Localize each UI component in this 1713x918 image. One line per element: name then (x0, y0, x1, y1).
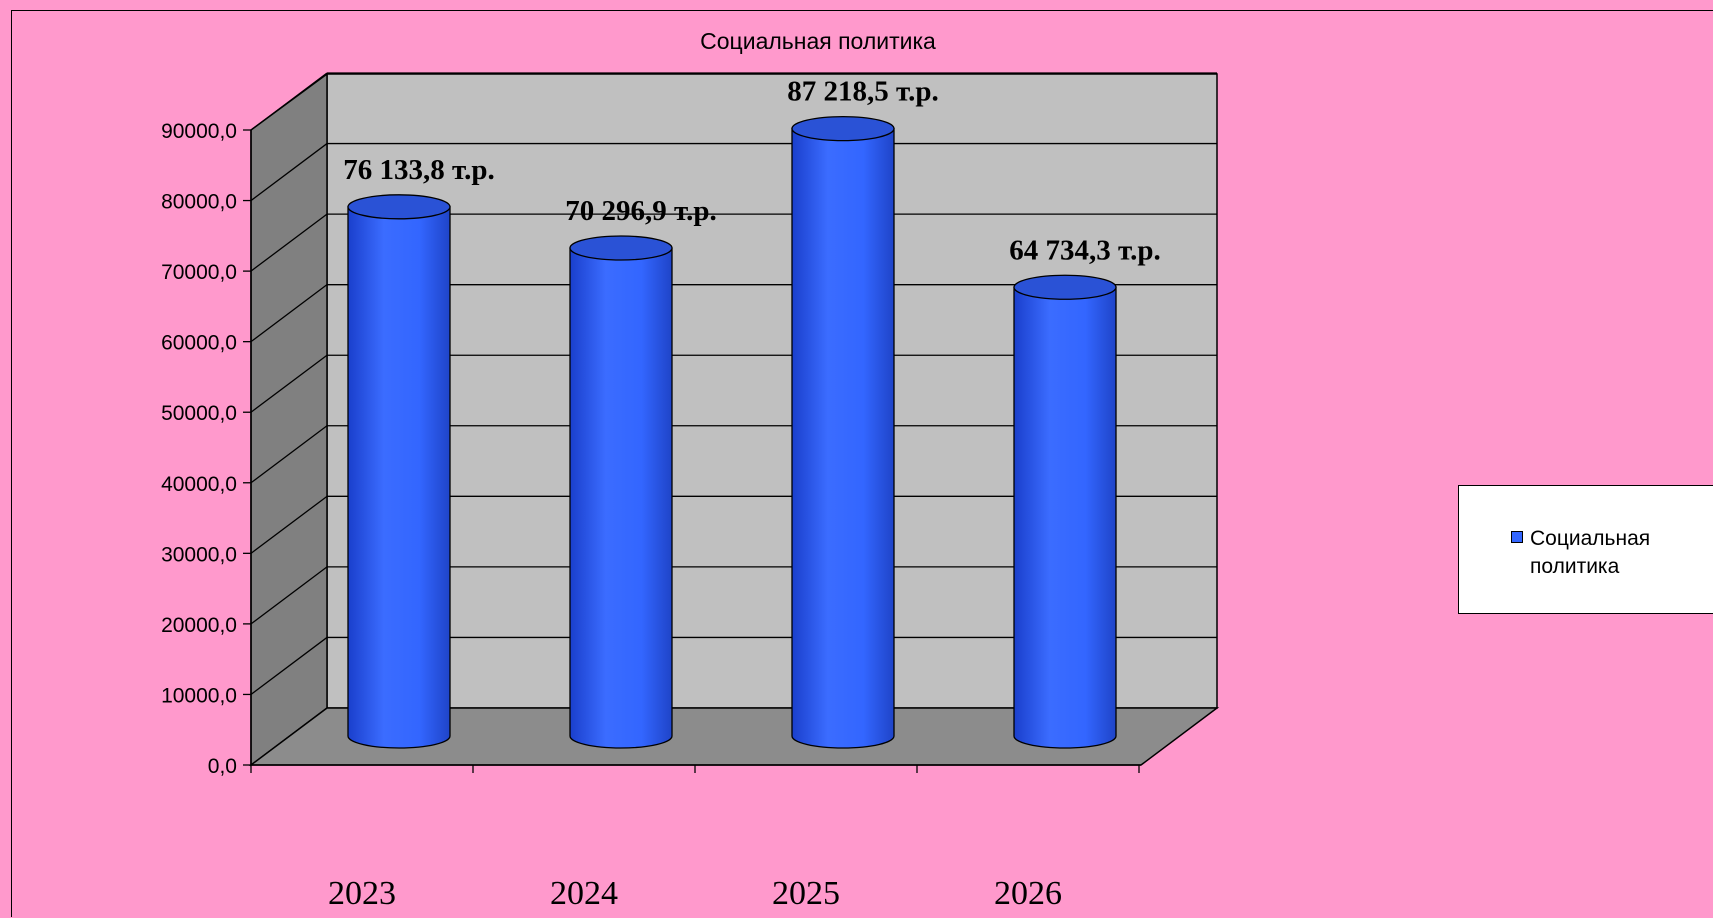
bar-body (569, 247, 673, 749)
gridline-side (250, 495, 328, 554)
gridline-side (250, 143, 328, 202)
y-tick-label: 80000,0 (161, 191, 237, 214)
x-tick-label: 2024 (550, 875, 618, 912)
data-label: 70 296,9 т.р. (565, 195, 716, 227)
bar-top (1013, 274, 1117, 300)
gridline-side (250, 636, 328, 695)
bar-body (1013, 286, 1117, 749)
chart-area: 0,0 10000,0 20000,0 30000,0 40000,0 50000,0 60… (11, 10, 1713, 917)
bar-top (347, 194, 451, 220)
chart-title: Социальная политика (700, 28, 936, 54)
side-wall (250, 72, 328, 767)
legend-swatch (1511, 531, 1523, 543)
y-tick-label: 10000,0 (161, 684, 237, 707)
y-tick-label: 50000,0 (161, 402, 237, 425)
y-tick-label: 70000,0 (161, 261, 237, 284)
bar-2026 (1013, 274, 1117, 749)
data-label: 87 218,5 т.р. (787, 76, 938, 108)
bar-2024 (569, 235, 673, 749)
x-tick-label: 2025 (772, 875, 840, 912)
data-label: 76 133,8 т.р. (343, 154, 494, 186)
y-tick-label: 40000,0 (161, 473, 237, 496)
bar-top (791, 115, 895, 142)
gridline-side (250, 566, 328, 625)
gridline-side (250, 213, 328, 272)
y-tick-label: 60000,0 (161, 332, 237, 355)
y-tick-label: 30000,0 (161, 543, 237, 566)
bar-2025 (791, 115, 895, 749)
chart-svg: 0,0 10000,0 20000,0 30000,0 40000,0 50000,0 60… (161, 28, 1220, 912)
bars (347, 115, 1117, 749)
bar-2023 (347, 194, 451, 749)
legend: Социальная политика (1458, 485, 1713, 614)
y-tick-label: 20000,0 (161, 614, 237, 637)
y-tick-label: 0,0 (208, 755, 237, 778)
y-tick-label: 90000,0 (161, 120, 237, 143)
x-tick-label: 2023 (328, 875, 396, 912)
legend-label: Социальная политика (1530, 527, 1651, 578)
labels: 76 133,8 т.р. 70 296,9 т.р. 87 218,5 т.р. 6… (343, 76, 1160, 267)
gridline-side (250, 72, 328, 131)
bar-body (791, 127, 895, 749)
axes: 0,0 10000,0 20000,0 30000,0 40000,0 50000,0 60… (161, 120, 1141, 912)
gridline-side (250, 354, 328, 413)
bar-top (569, 235, 673, 261)
x-tick-label: 2026 (994, 875, 1062, 912)
gridline-side (250, 425, 328, 484)
data-label: 64 734,3 т.р. (1009, 234, 1160, 266)
gridline-side (250, 284, 328, 343)
bar-body (347, 206, 451, 749)
